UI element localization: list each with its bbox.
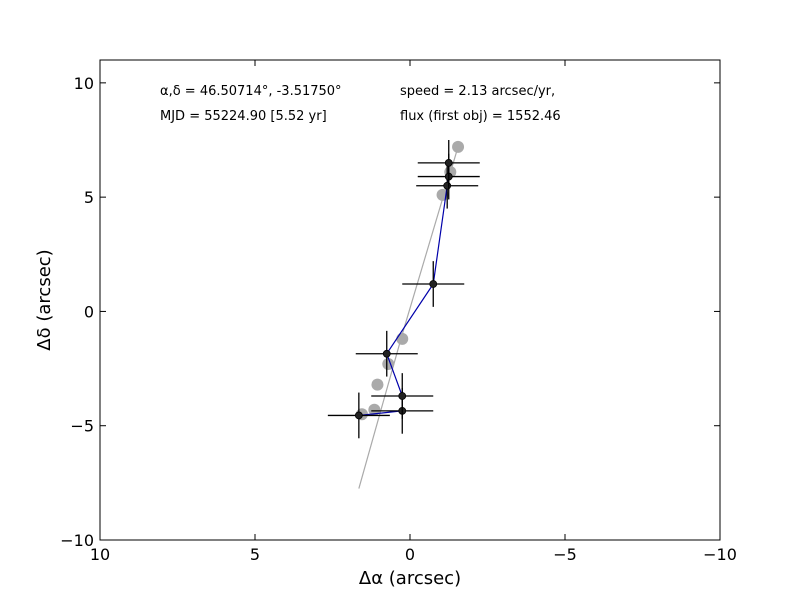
y-tick-label: 0	[84, 302, 94, 321]
y-axis-label: Δδ (arcsec)	[34, 249, 55, 350]
x-tick-label: −10	[703, 545, 737, 564]
series-3-point	[382, 349, 391, 358]
series-1-point	[452, 140, 465, 153]
series-3-point	[444, 158, 453, 167]
y-tick-label: −5	[70, 417, 94, 436]
series-1-point	[371, 378, 384, 391]
series-3-point	[443, 181, 452, 190]
series-3-point	[429, 280, 438, 288]
series-2-line	[358, 162, 450, 417]
series-1-point	[396, 332, 409, 345]
x-axis-label: Δα (arcsec)	[359, 568, 461, 589]
annotation-mjd: MJD = 55224.90 [5.52 yr]	[160, 109, 327, 124]
x-tick-label: −5	[553, 545, 577, 564]
series-3-point	[398, 392, 407, 400]
y-tick-label: 5	[84, 188, 94, 207]
series-3-point	[354, 411, 363, 420]
x-tick-label: 10	[90, 545, 110, 564]
x-tick-label: 5	[250, 545, 260, 564]
annotation-coords: α,δ = 46.50714°, -3.51750°	[160, 84, 342, 99]
plot-frame	[99, 59, 721, 541]
y-tick-label: −10	[60, 531, 94, 550]
series-1-point	[368, 403, 381, 416]
y-tick-label: 10	[74, 74, 94, 93]
annotation-speed: speed = 2.13 arcsec/yr,	[400, 84, 555, 99]
annotation-flux: flux (first obj) = 1552.46	[400, 109, 561, 124]
plot-area	[327, 140, 480, 489]
x-tick-label: 0	[405, 545, 415, 564]
